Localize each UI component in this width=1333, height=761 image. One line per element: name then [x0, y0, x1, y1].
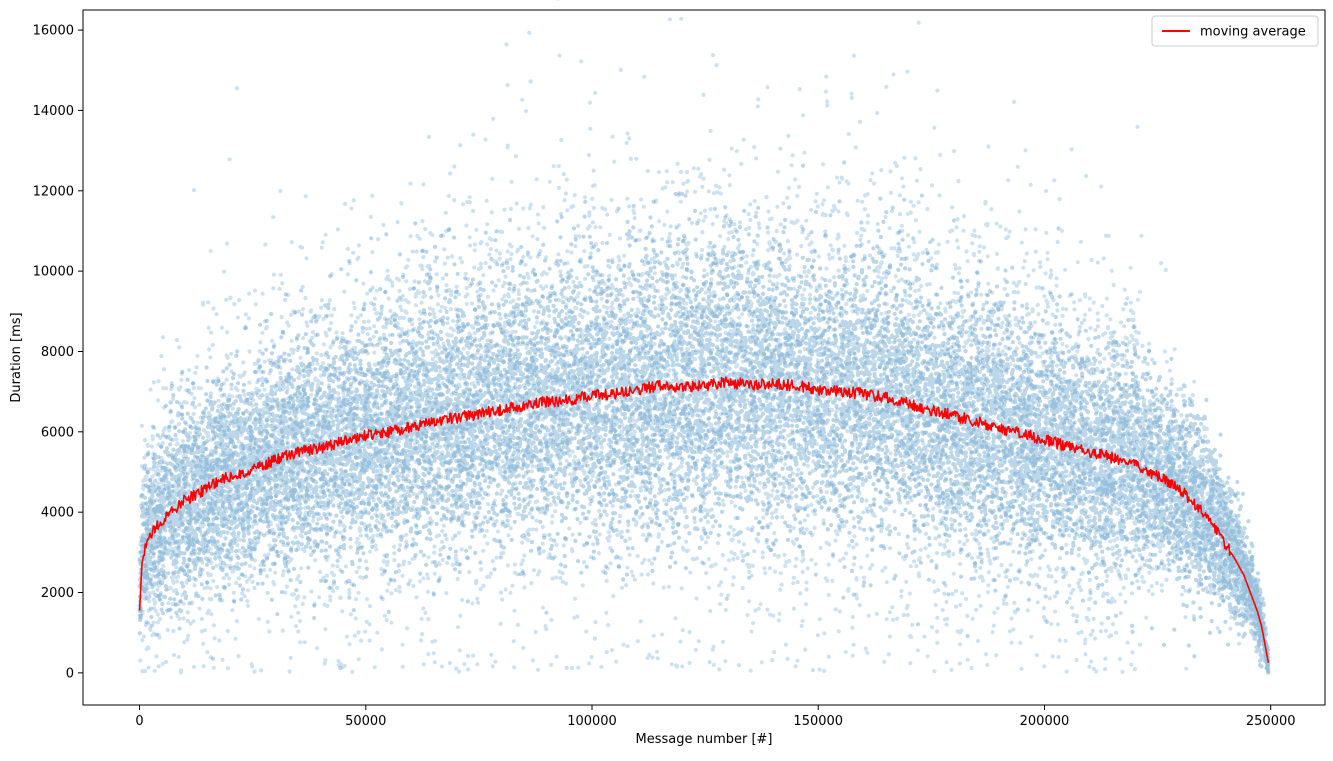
- x-axis-label: Message number [#]: [635, 732, 772, 747]
- legend-box: [1151, 15, 1319, 47]
- x-tick-label: 0: [135, 714, 143, 729]
- y-tick-label: 10000: [33, 265, 74, 280]
- legend: moving average: [1151, 15, 1319, 47]
- y-tick-label: 6000: [41, 425, 74, 440]
- legend-label-moving-average: moving average: [1200, 25, 1306, 40]
- y-tick-label: 16000: [33, 24, 74, 39]
- x-tick-label: 100000: [567, 714, 617, 729]
- x-tick-label: 50000: [345, 714, 386, 729]
- y-axis-label: Duration [ms]: [9, 312, 24, 402]
- plot-frame: [82, 9, 1326, 706]
- moving-average-layer: [138, 376, 1270, 663]
- y-tick-label: 8000: [41, 345, 74, 360]
- y-tick-label: 2000: [41, 586, 74, 601]
- y-tick-label: 0: [66, 666, 74, 681]
- x-tick-label: 250000: [1246, 714, 1296, 729]
- moving-average-line: [138, 376, 1270, 663]
- scatter-points: [137, 0, 1271, 675]
- y-tick-label: 14000: [33, 104, 74, 119]
- scatter-point-cloud: [137, 0, 1271, 675]
- x-tick-label: 150000: [793, 714, 843, 729]
- y-tick-label: 4000: [41, 506, 74, 521]
- y-tick-label: 12000: [33, 184, 74, 199]
- x-tick-label: 200000: [1020, 714, 1070, 729]
- axes: 0 50000 100000 150000 200000 250000 0 2000 4000 6…: [9, 9, 1326, 747]
- scatter-point-cloud-core: [137, 160, 1271, 675]
